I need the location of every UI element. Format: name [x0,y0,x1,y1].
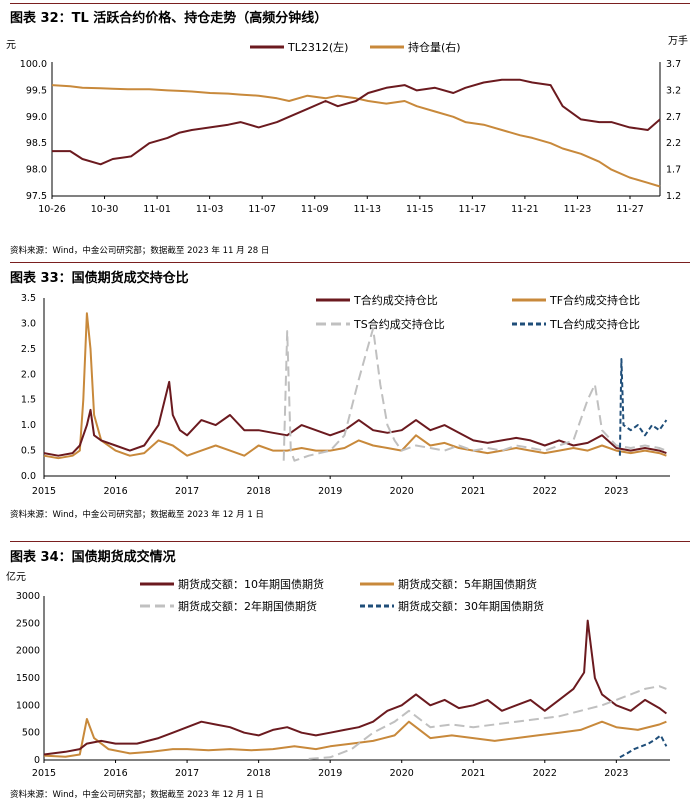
x-tick-label: 11-09 [301,204,329,215]
y-tick-label: 0.0 [21,471,36,482]
x-tick-label: 11-17 [459,204,487,215]
legend-label-0: 期货成交额：10年期国债期货 [178,577,324,591]
x-tick-label: 11-15 [406,204,434,215]
legend-label-0: T合约成交持仓比 [353,293,438,307]
x-tick-label: 2019 [318,486,342,497]
series-line-2 [282,327,667,462]
y-tick-label: 99.5 [26,85,47,96]
x-tick-label: 2022 [533,486,557,497]
y-tick-label: 3.0 [21,318,36,329]
x-tick-label: 2021 [461,486,485,497]
y-tick-label: 2.0 [21,369,36,380]
x-tick-label: 2018 [247,768,271,779]
y-tick-label: 1500 [16,673,40,684]
y-tick-label: 0.5 [21,446,36,457]
legend-label-1: 持仓量(右) [408,40,461,54]
x-tick-label: 2019 [318,768,342,779]
x-tick-label: 2015 [32,768,56,779]
x-tick-label: 2022 [533,768,557,779]
y-tick-label: 1.0 [21,420,36,431]
y2-tick-label: 3.2 [666,85,681,96]
title-rule-34 [10,541,690,542]
x-tick-label: 11-01 [143,204,171,215]
y-tick-label: 100.0 [20,59,47,70]
x-tick-label: 11-23 [564,204,592,215]
y-tick-label: 2.5 [21,344,36,355]
x-tick-label: 2018 [247,486,271,497]
figure-33-title: 图表 33：国债期货成交持仓比 [10,271,189,286]
y-tick-label: 0 [34,755,40,766]
y-tick-label: 500 [22,728,40,739]
figure-32-title: 图表 32：TL 活跃合约价格、持仓走势（高频分钟线） [10,11,328,26]
legend-label-1: 期货成交额：5年期国债期货 [398,577,537,591]
legend-label-2: 期货成交额：2年期国债期货 [178,599,317,613]
series-line-1 [43,312,667,460]
chart-turnover-oi-ratio: T合约成交持仓比 TF合约成交持仓比 TS合约成交持仓比 TL合约成交持仓比 0.0 0.… [21,293,670,497]
y-tick-label: 97.5 [26,191,47,202]
y2-tick-label: 1.7 [666,165,681,176]
series-line-1 [43,718,667,758]
series-line-3 [618,358,668,456]
x-tick-label: 10-26 [38,204,66,215]
x-tick-label: 11-13 [353,204,381,215]
x-tick-label: 11-03 [196,204,224,215]
left-axis-unit: 元 [6,40,16,51]
legend-label-2: TS合约成交持仓比 [353,317,445,331]
title-rule-33 [10,262,690,263]
legend-label-3: 期货成交额：30年期国债期货 [398,599,544,613]
y-tick-label: 99.0 [26,112,47,123]
series-line-2 [308,685,667,760]
series-line-1 [51,84,661,188]
x-tick-label: 2021 [461,768,485,779]
right-axis-unit: 万手 [668,34,688,47]
x-tick-label: 2020 [390,486,414,497]
y-tick-label: 2500 [16,618,40,629]
figure-34-source: 资料来源：Wind，中金公司研究部；数据截至 2023 年 12 月 1 日 [10,790,264,800]
x-tick-label: 2017 [175,486,199,497]
y-tick-label: 2000 [16,646,40,657]
figure-33-source: 资料来源：Wind，中金公司研究部；数据截至 2023 年 12 月 1 日 [10,510,264,520]
x-tick-label: 11-27 [616,204,644,215]
x-tick-label: 2020 [390,768,414,779]
legend-label-3: TL合约成交持仓比 [549,317,640,331]
x-tick-label: 10-30 [91,204,119,215]
y2-tick-label: 3.7 [666,59,681,70]
x-tick-label: 2023 [604,768,628,779]
x-tick-label: 11-07 [248,204,276,215]
x-tick-label: 2017 [175,768,199,779]
y-tick-label: 3000 [16,591,40,602]
x-tick-label: 11-21 [511,204,539,215]
x-tick-label: 2023 [604,486,628,497]
legend-label-0: TL2312(左) [287,41,348,54]
y2-tick-label: 1.2 [666,191,681,202]
figure-34-title: 图表 34：国债期货成交情况 [10,550,176,565]
chart-tl-price-open-interest: 元 万手 TL2312(左) 持仓量(右) 97.5 98.0 98.5 99.0 99.5 10… [6,34,688,215]
y2-tick-label: 2.2 [666,138,681,149]
y-axis-unit: 亿元 [6,570,26,583]
series-line-0 [43,619,668,756]
y-tick-label: 98.5 [26,138,47,149]
series-line-0 [52,78,661,166]
y-tick-label: 1000 [16,700,40,711]
y2-tick-label: 2.7 [666,112,681,123]
x-tick-label: 2016 [103,486,127,497]
series-line-3 [619,734,668,759]
x-tick-label: 2015 [32,486,56,497]
title-rule-top [10,3,690,4]
y-tick-label: 98.0 [26,165,47,176]
y-tick-label: 1.5 [21,395,36,406]
series-line-0 [43,380,667,457]
x-tick-label: 2016 [103,768,127,779]
legend-label-1: TF合约成交持仓比 [549,293,640,307]
y-tick-label: 3.5 [21,293,36,304]
figure-32-source: 资料来源：Wind，中金公司研究部；数据截至 2023 年 11 月 28 日 [10,246,270,256]
